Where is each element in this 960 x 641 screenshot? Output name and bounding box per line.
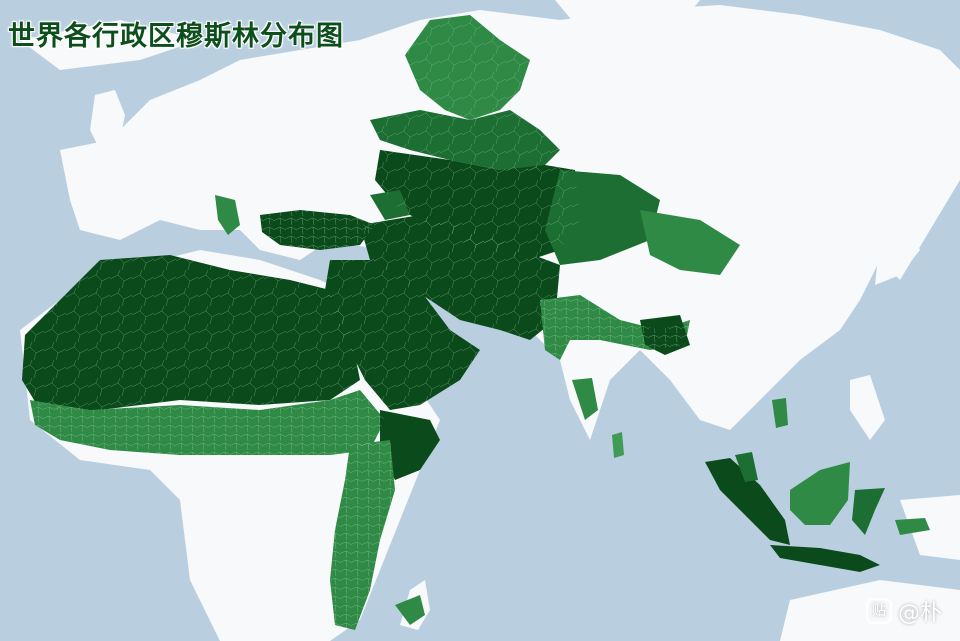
map-title: 世界各行政区穆斯林分布图 [8, 21, 344, 52]
region-horn-of-africa [380, 410, 440, 480]
admin-boundaries [22, 15, 580, 410]
region-balkans [215, 195, 240, 235]
region-sri-lanka [612, 432, 624, 458]
region-india-west [572, 378, 598, 420]
region-sumatra [705, 458, 790, 545]
new-guinea-land [900, 495, 960, 560]
admin-boundaries-fine [30, 210, 690, 630]
arctic-island [20, 20, 200, 70]
region-sulawesi [852, 488, 885, 535]
watermark-text: @朴 [897, 601, 942, 626]
philippines-land [850, 375, 885, 440]
region-qinghai [640, 210, 740, 275]
region-myanmar-coast [772, 398, 788, 428]
region-madagascar-nw [395, 595, 425, 625]
region-java [770, 545, 880, 572]
tieba-icon: 贴 [865, 598, 892, 624]
australia-land [780, 580, 960, 641]
region-malaysia [735, 452, 758, 482]
region-borneo [790, 462, 850, 525]
japan-land [875, 215, 920, 285]
region-eastern-islands [895, 518, 930, 535]
watermark: 贴 @朴 [865, 595, 942, 627]
